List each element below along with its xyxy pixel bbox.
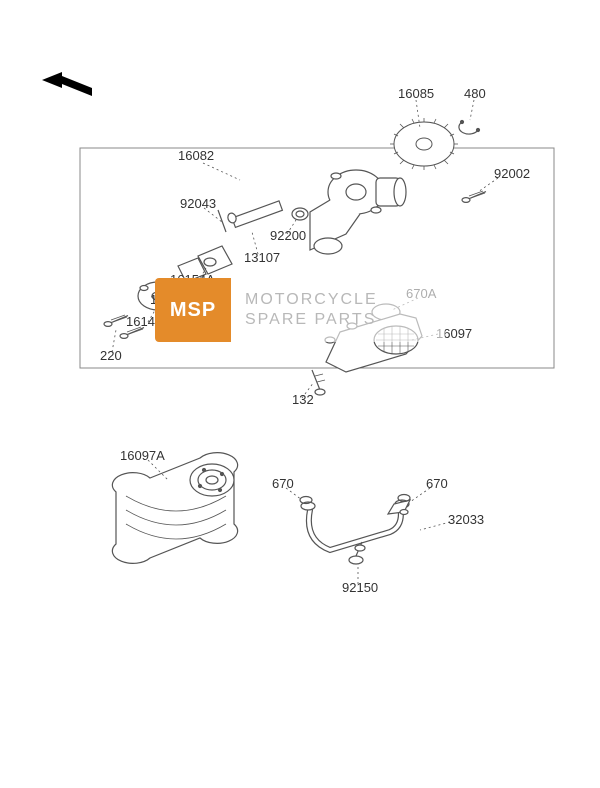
callout-13107: 13107	[244, 250, 280, 265]
nav-arrow	[42, 72, 92, 96]
oil-filter	[112, 453, 237, 564]
callout-92002: 92002	[494, 166, 530, 181]
callout-92200: 92200	[270, 228, 306, 243]
assembly-box	[80, 148, 554, 368]
callout-670a: 670A	[406, 286, 436, 301]
callout-16085: 16085	[398, 86, 434, 101]
drive-gear	[390, 118, 458, 170]
callout-16097: 16097	[436, 326, 472, 341]
screw-1	[104, 315, 128, 326]
pump-shaft	[227, 201, 283, 227]
callout-92043: 92043	[180, 196, 216, 211]
oil-pipe	[301, 500, 410, 550]
callout-16154: 16154	[150, 292, 186, 307]
callout-132: 132	[292, 392, 314, 407]
callout-670-l: 670	[272, 476, 294, 491]
bolt-92002	[462, 191, 486, 202]
callout-220: 220	[100, 348, 122, 363]
callout-16082: 16082	[178, 148, 214, 163]
diagram-canvas: 16082 16085 480 92002 92043 92200 13107 …	[0, 0, 600, 788]
bolt-132	[312, 370, 325, 395]
pump-body	[310, 170, 406, 254]
callout-16097a: 16097A	[120, 448, 165, 463]
callout-32033: 32033	[448, 512, 484, 527]
washer	[292, 208, 308, 220]
callout-670-r: 670	[426, 476, 448, 491]
callout-16142: 16142	[126, 314, 162, 329]
oil-strainer	[325, 314, 422, 372]
circlip	[459, 121, 480, 135]
callout-16154a: 16154A	[170, 272, 215, 287]
callout-480: 480	[464, 86, 486, 101]
callout-92150: 92150	[342, 580, 378, 595]
pin	[218, 210, 226, 232]
